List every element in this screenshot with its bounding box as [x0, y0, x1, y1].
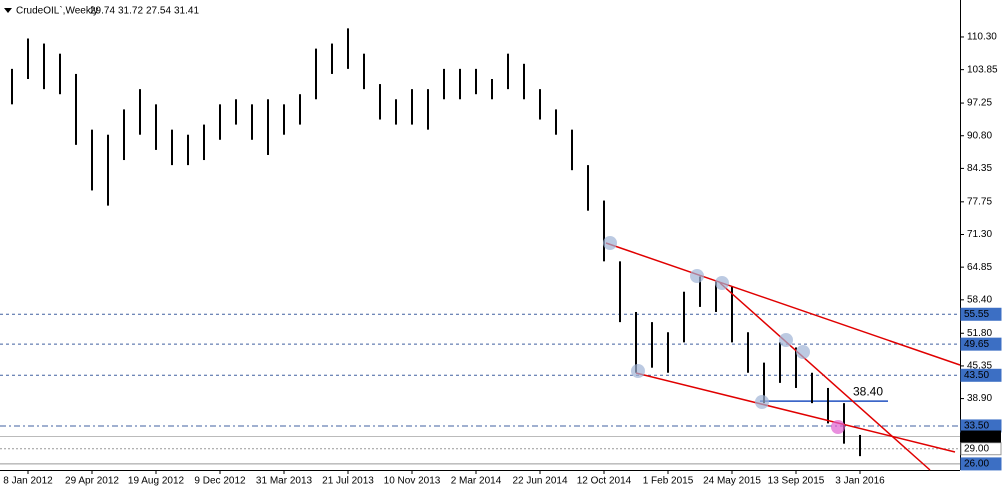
level-label: 26.00	[964, 459, 989, 470]
trend-line	[605, 242, 961, 366]
level-label-box	[960, 337, 1002, 351]
x-tick-label: 1 Feb 2015	[643, 476, 694, 487]
y-tick-label: 84.35	[967, 163, 992, 174]
x-tick-label: 10 Nov 2013	[384, 476, 441, 487]
x-tick-label: 2 Mar 2014	[451, 476, 502, 487]
menu-arrow[interactable]	[4, 8, 12, 13]
x-tick-label: 9 Dec 2012	[194, 476, 246, 487]
open: 29.74	[90, 6, 115, 17]
x-tick-label: 8 Jan 2012	[3, 476, 53, 487]
level-label-box	[960, 442, 1002, 456]
level-label-box	[960, 457, 1002, 471]
x-tick-label: 31 Mar 2013	[256, 476, 313, 487]
y-tick-label: 103.85	[967, 64, 998, 75]
x-tick-label: 3 Jan 2016	[835, 476, 885, 487]
y-tick-label: 38.90	[967, 393, 992, 404]
y-tick-label: 64.85	[967, 262, 992, 273]
trend-line	[635, 372, 956, 453]
y-tick-label: 77.75	[967, 196, 992, 207]
level-label-box	[960, 307, 1002, 321]
level-label: 29.00	[964, 443, 989, 454]
current-price-box	[961, 430, 1001, 443]
close: 31.41	[174, 6, 199, 17]
y-tick-label: 97.25	[967, 98, 992, 109]
x-tick-label: 24 May 2015	[703, 476, 761, 487]
y-tick-label: 45.35	[967, 361, 992, 372]
y-tick-label: 51.80	[967, 328, 992, 339]
touch-point	[715, 276, 729, 290]
y-tick-label: 90.80	[967, 130, 992, 141]
touch-point	[831, 420, 845, 434]
symbol: CrudeOIL`,Weekly	[16, 5, 98, 17]
annotation-label: 38.40	[853, 384, 883, 398]
x-tick-label: 12 Oct 2014	[577, 476, 632, 487]
level-label: 55.55	[964, 309, 989, 320]
high: 31.72	[118, 6, 143, 17]
trend-lines	[605, 242, 961, 471]
y-tick-label: 110.30	[967, 32, 997, 43]
current-price-label: 31.41	[964, 431, 989, 442]
x-tick-label: 13 Sep 2015	[768, 476, 825, 487]
level-label: 43.50	[964, 370, 989, 381]
x-tick-label: 19 Aug 2012	[128, 476, 185, 487]
touch-point	[690, 269, 704, 283]
level-label: 49.65	[964, 339, 989, 350]
touch-point	[631, 364, 645, 378]
y-tick-label: 58.40	[967, 294, 992, 305]
level-label-box	[960, 368, 1002, 382]
low: 27.54	[146, 6, 171, 17]
touch-point	[779, 333, 793, 347]
touch-point	[755, 395, 769, 409]
touch-points	[603, 236, 845, 434]
touch-point	[603, 236, 617, 250]
x-tick-label: 29 Apr 2012	[65, 476, 119, 487]
x-tick-label: 22 Jun 2014	[512, 476, 567, 487]
level-label: 33.50	[964, 421, 989, 432]
x-tick-label: 21 Jul 2013	[322, 476, 374, 487]
trend-line	[719, 282, 931, 471]
y-tick-label: 71.30	[967, 229, 992, 240]
touch-point	[796, 345, 810, 359]
